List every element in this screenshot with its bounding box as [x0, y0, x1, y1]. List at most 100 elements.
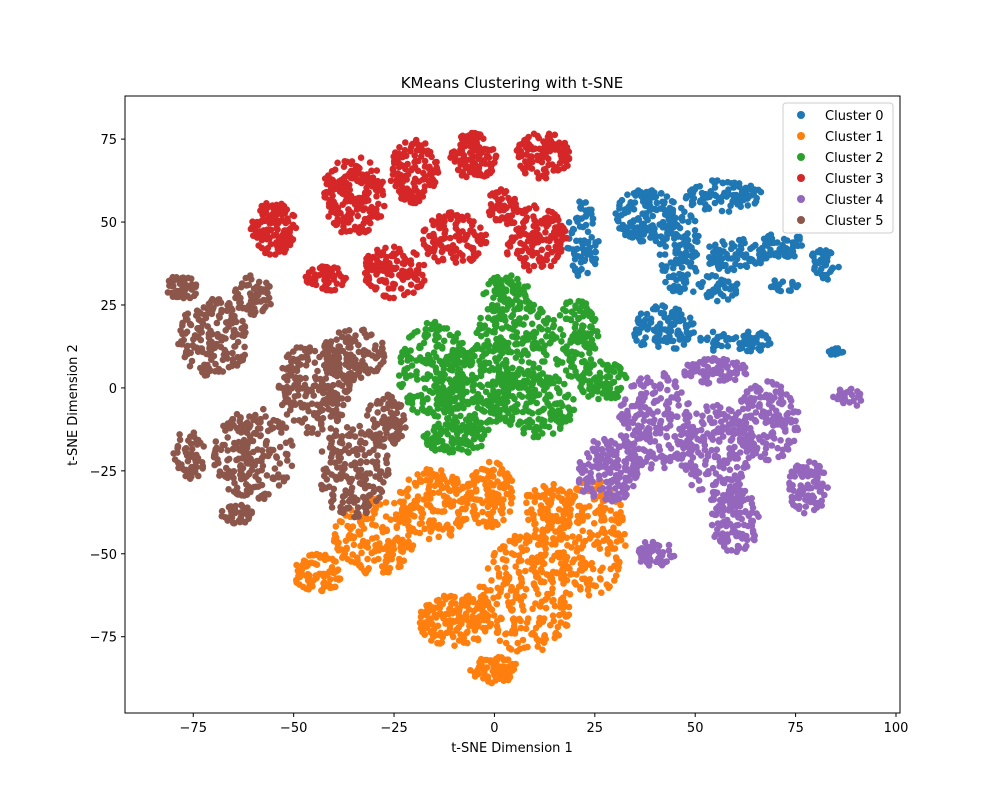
- data-point: [446, 385, 454, 393]
- data-point: [348, 158, 356, 165]
- data-point: [662, 278, 669, 286]
- data-point: [464, 628, 471, 636]
- data-point: [413, 251, 420, 258]
- data-point: [549, 217, 556, 225]
- data-point: [454, 387, 462, 394]
- data-point: [516, 365, 523, 373]
- data-point: [528, 246, 535, 254]
- data-point: [487, 146, 495, 154]
- data-point: [540, 615, 548, 622]
- data-point: [552, 356, 560, 363]
- data-point: [316, 264, 324, 272]
- data-point: [547, 393, 554, 400]
- data-point: [484, 381, 492, 389]
- data-point: [675, 259, 683, 267]
- data-point: [655, 443, 663, 450]
- data-point: [508, 488, 516, 495]
- data-point: [732, 334, 740, 341]
- data-point: [366, 214, 373, 222]
- data-point: [579, 200, 586, 207]
- data-point: [563, 415, 570, 422]
- data-point: [763, 242, 771, 249]
- data-point: [743, 263, 751, 271]
- data-point: [464, 400, 472, 408]
- data-point: [667, 411, 675, 418]
- data-point: [395, 563, 402, 571]
- data-point: [334, 159, 341, 167]
- data-point: [407, 147, 414, 155]
- data-point: [465, 439, 473, 446]
- data-point: [712, 241, 719, 249]
- data-point: [610, 528, 618, 536]
- data-point: [483, 486, 490, 493]
- data-point: [366, 159, 374, 166]
- data-point: [454, 508, 462, 516]
- data-point: [373, 271, 380, 278]
- data-point: [640, 383, 647, 390]
- data-point: [639, 237, 647, 245]
- data-point: [408, 362, 416, 369]
- data-point: [456, 604, 464, 612]
- data-point: [547, 576, 554, 583]
- data-point: [543, 525, 551, 533]
- data-point: [508, 493, 515, 501]
- data-point: [616, 205, 623, 212]
- data-point: [721, 241, 728, 248]
- data-point: [625, 424, 632, 432]
- data-point: [479, 508, 486, 516]
- data-point: [740, 332, 747, 340]
- data-point: [417, 391, 425, 399]
- data-point: [281, 209, 289, 217]
- data-point: [414, 409, 421, 416]
- data-point: [454, 358, 462, 365]
- data-point: [351, 201, 359, 208]
- data-point: [659, 302, 666, 309]
- data-point: [400, 517, 407, 525]
- data-point: [471, 432, 479, 440]
- data-point: [670, 235, 678, 242]
- data-point: [431, 482, 439, 490]
- data-point: [335, 270, 343, 277]
- data-point: [387, 177, 395, 185]
- data-point: [507, 646, 515, 653]
- data-point: [639, 223, 647, 230]
- data-point: [578, 325, 586, 333]
- data-point: [581, 301, 588, 308]
- data-point: [549, 598, 556, 605]
- data-point: [613, 464, 621, 472]
- data-point: [528, 506, 535, 513]
- data-point: [672, 214, 679, 222]
- data-point: [491, 315, 499, 322]
- data-point: [673, 276, 680, 284]
- data-point: [664, 386, 671, 394]
- data-point: [448, 630, 456, 638]
- data-point: [718, 207, 726, 215]
- data-point: [629, 431, 637, 439]
- data-point: [343, 545, 350, 553]
- data-point: [426, 405, 433, 413]
- data-point: [691, 227, 699, 234]
- data-point: [438, 242, 445, 249]
- data-point: [401, 175, 409, 183]
- data-point: [435, 631, 443, 639]
- data-point: [629, 467, 637, 474]
- data-point: [426, 232, 433, 240]
- data-point: [692, 268, 700, 275]
- data-point: [676, 271, 684, 279]
- data-point: [449, 440, 457, 448]
- data-point: [563, 622, 571, 629]
- data-point: [504, 250, 511, 258]
- data-point: [616, 474, 623, 482]
- data-point: [793, 233, 801, 241]
- data-point: [590, 317, 598, 325]
- data-point: [289, 211, 297, 219]
- data-point: [340, 277, 347, 285]
- data-point: [482, 359, 489, 366]
- data-point: [517, 597, 525, 604]
- data-point: [328, 168, 336, 175]
- data-point: [486, 622, 494, 630]
- data-point: [671, 394, 678, 401]
- data-point: [468, 490, 475, 498]
- data-point: [540, 138, 547, 145]
- data-point: [767, 340, 774, 347]
